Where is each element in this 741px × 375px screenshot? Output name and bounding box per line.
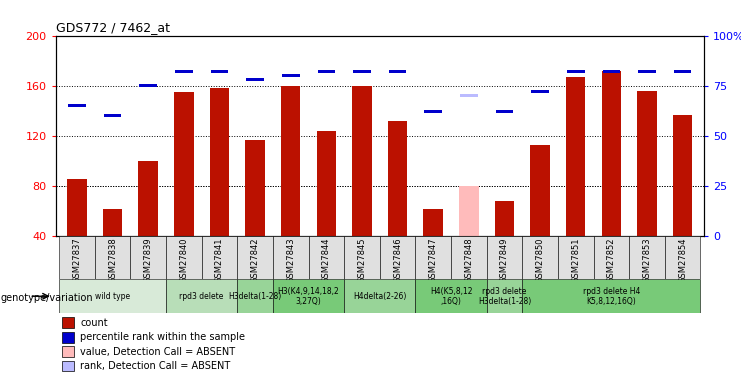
Bar	[487, 236, 522, 279]
Bar	[202, 236, 237, 279]
Bar	[62, 346, 73, 357]
Bar	[531, 90, 549, 93]
Bar	[665, 236, 700, 279]
Bar	[602, 71, 621, 236]
Text: GSM27837: GSM27837	[73, 237, 82, 283]
Text: GSM27845: GSM27845	[357, 237, 367, 283]
Bar	[460, 94, 478, 98]
Bar	[210, 70, 228, 73]
Text: GSM27842: GSM27842	[250, 237, 259, 283]
Bar	[175, 70, 193, 73]
Text: rpd3 delete: rpd3 delete	[179, 292, 224, 301]
Bar	[237, 279, 273, 313]
Bar	[416, 236, 451, 279]
Text: GSM27839: GSM27839	[144, 237, 153, 283]
Bar	[139, 161, 158, 236]
Bar	[59, 279, 166, 313]
Bar	[602, 70, 620, 73]
Bar	[344, 279, 416, 313]
Text: GSM27851: GSM27851	[571, 237, 580, 283]
Text: percentile rank within the sample: percentile rank within the sample	[80, 332, 245, 342]
Bar	[637, 91, 657, 236]
Text: GSM27852: GSM27852	[607, 237, 616, 283]
Text: H3(K4,9,14,18,2
3,27Q): H3(K4,9,14,18,2 3,27Q)	[278, 286, 339, 306]
Bar	[67, 178, 87, 236]
Bar	[487, 279, 522, 313]
Bar	[246, 78, 264, 81]
Text: wild type: wild type	[95, 292, 130, 301]
Text: genotype/variation: genotype/variation	[1, 293, 93, 303]
Bar	[316, 131, 336, 236]
Text: GSM27850: GSM27850	[536, 237, 545, 283]
Text: rank, Detection Call = ABSENT: rank, Detection Call = ABSENT	[80, 361, 230, 371]
Bar	[62, 332, 73, 343]
Text: GSM27854: GSM27854	[678, 237, 687, 283]
Text: GSM27841: GSM27841	[215, 237, 224, 283]
Bar	[629, 236, 665, 279]
Bar	[352, 86, 372, 236]
Text: rpd3 delete
H3delta(1-28): rpd3 delete H3delta(1-28)	[478, 286, 531, 306]
Bar	[103, 209, 122, 236]
Bar	[130, 236, 166, 279]
Text: H3delta(1-28): H3delta(1-28)	[228, 292, 282, 301]
Bar	[594, 236, 629, 279]
Bar	[496, 110, 514, 113]
Bar	[210, 88, 229, 236]
Text: GSM27843: GSM27843	[286, 237, 295, 283]
Bar	[95, 236, 130, 279]
Bar	[522, 236, 558, 279]
Text: GSM27846: GSM27846	[393, 237, 402, 283]
Bar	[281, 86, 301, 236]
Bar	[166, 236, 202, 279]
Text: GSM27840: GSM27840	[179, 237, 188, 283]
Bar	[282, 74, 299, 77]
Bar	[638, 70, 656, 73]
Bar	[245, 140, 265, 236]
Text: GSM27848: GSM27848	[465, 237, 473, 283]
Bar	[416, 279, 487, 313]
Bar	[62, 361, 73, 371]
Text: count: count	[80, 318, 108, 328]
Bar	[459, 186, 479, 236]
Bar	[104, 114, 122, 117]
Bar	[451, 236, 487, 279]
Bar	[62, 317, 73, 328]
Bar	[567, 70, 585, 73]
Bar	[166, 279, 237, 313]
Text: GSM27853: GSM27853	[642, 237, 651, 283]
Text: rpd3 delete H4
K5,8,12,16Q): rpd3 delete H4 K5,8,12,16Q)	[582, 286, 640, 306]
Bar	[674, 70, 691, 73]
Bar	[379, 236, 416, 279]
Bar	[139, 84, 157, 87]
Text: GSM27847: GSM27847	[429, 237, 438, 283]
Text: GSM27838: GSM27838	[108, 237, 117, 283]
Text: GDS772 / 7462_at: GDS772 / 7462_at	[56, 21, 170, 34]
Bar	[558, 236, 594, 279]
Bar	[273, 279, 344, 313]
Bar	[237, 236, 273, 279]
Bar	[389, 70, 406, 73]
Bar	[566, 77, 585, 236]
Bar	[495, 201, 514, 236]
Text: value, Detection Call = ABSENT: value, Detection Call = ABSENT	[80, 346, 236, 357]
Text: GSM27844: GSM27844	[322, 237, 330, 283]
Bar	[68, 104, 86, 107]
Bar	[273, 236, 308, 279]
Bar	[531, 145, 550, 236]
Bar	[425, 110, 442, 113]
Bar	[423, 209, 443, 236]
Bar	[522, 279, 700, 313]
Bar	[59, 236, 95, 279]
Bar	[174, 92, 193, 236]
Bar	[353, 70, 370, 73]
Bar	[388, 121, 408, 236]
Bar	[673, 115, 692, 236]
Text: H4delta(2-26): H4delta(2-26)	[353, 292, 407, 301]
Bar	[317, 70, 335, 73]
Bar	[308, 236, 344, 279]
Text: H4(K5,8,12
,16Q): H4(K5,8,12 ,16Q)	[430, 286, 472, 306]
Text: GSM27849: GSM27849	[500, 237, 509, 283]
Bar	[344, 236, 379, 279]
